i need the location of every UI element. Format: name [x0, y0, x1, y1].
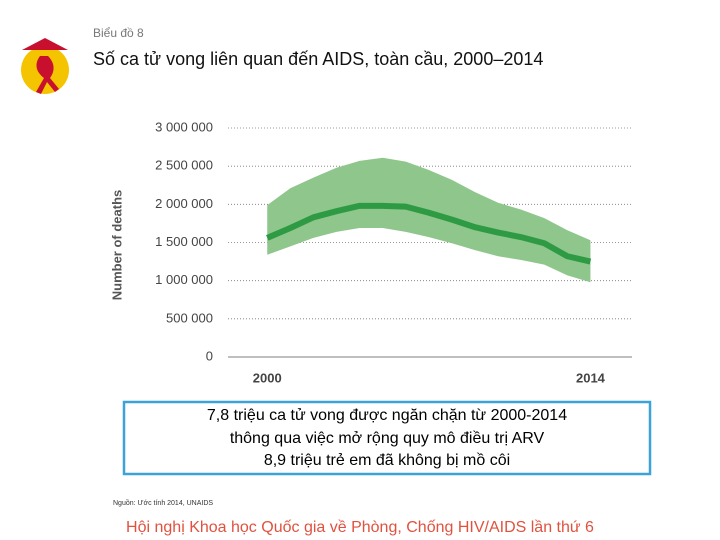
y-tick-label: 2 000 000 — [155, 196, 213, 211]
y-tick-label: 2 500 000 — [155, 158, 213, 173]
x-tick-label: 2014 — [576, 370, 606, 385]
callout-box — [122, 400, 652, 476]
x-tick-label: 2000 — [253, 370, 282, 385]
line — [266, 202, 592, 265]
y-tick-label: 3 000 000 — [155, 119, 213, 134]
slide-label: Biểu đồ 8 — [93, 26, 144, 40]
y-axis-label: Number of deaths — [109, 190, 124, 301]
y-tick-label: 0 — [206, 348, 213, 363]
y-tick-label: 1 000 000 — [155, 272, 213, 287]
y-tick-label: 500 000 — [166, 310, 213, 325]
footer: Hội nghị Khoa học Quốc gia về Phòng, Chố… — [126, 519, 594, 536]
callout-line: thông qua việc mở rộng quy mô điều trị A… — [230, 430, 545, 447]
callout-line: 7,8 triệu ca tử vong được ngăn chặn từ 2… — [207, 407, 567, 424]
slide-title: Số ca tử vong liên quan đến AIDS, toàn c… — [93, 49, 543, 69]
logo — [21, 38, 69, 94]
callout-line: 8,9 triệu trẻ em đã không bị mồ côi — [264, 452, 510, 469]
source: Nguồn: Ước tính 2014, UNAIDS — [113, 498, 213, 507]
uncertainty-band — [267, 157, 591, 283]
y-tick-label: 1 500 000 — [155, 234, 213, 249]
